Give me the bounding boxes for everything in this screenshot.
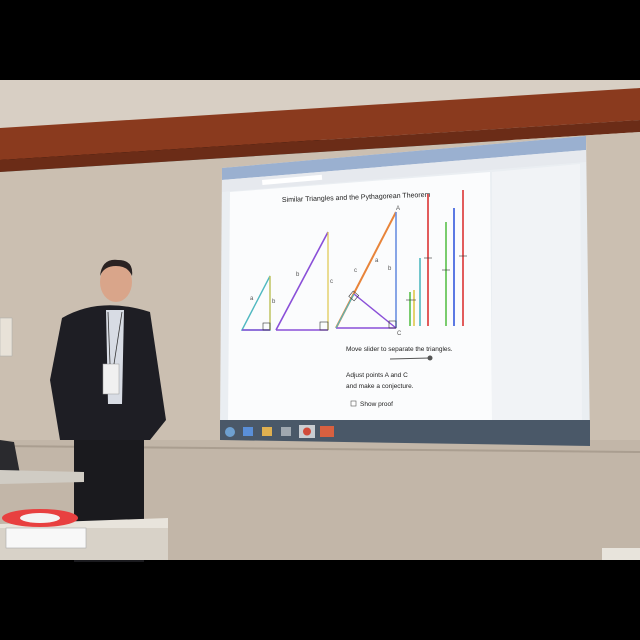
ceiling-beam <box>0 88 640 160</box>
side-label-a: a <box>250 296 254 302</box>
folder-icon <box>262 427 272 436</box>
side-label-c-medium: c <box>330 279 333 285</box>
instruction-adjust-line1: Adjust points A and C <box>346 372 408 379</box>
triangle-medium <box>275 231 329 331</box>
slider-thumb[interactable] <box>427 355 433 361</box>
chrome-icon <box>303 427 311 436</box>
slider[interactable] <box>389 355 433 361</box>
side-label-b: b <box>296 272 300 278</box>
table <box>0 509 168 560</box>
url-field <box>262 174 323 185</box>
applet-canvas <box>228 172 492 422</box>
side-label-b-small: b <box>272 299 276 305</box>
browser-tab-bar <box>222 136 586 180</box>
side-label-a-large: a <box>375 258 379 264</box>
name-badge <box>102 363 120 395</box>
app-icon <box>320 426 334 437</box>
side-label-c: c <box>354 268 357 274</box>
browser-address-bar <box>222 150 586 192</box>
point-label-c: C <box>397 331 402 337</box>
laptop <box>0 440 84 484</box>
show-proof-label: Show proof <box>360 401 393 408</box>
measurement-bars <box>406 190 467 326</box>
wall-sign <box>0 317 13 357</box>
start-icon <box>225 427 235 437</box>
show-proof-checkbox[interactable] <box>350 400 357 407</box>
notebook <box>5 527 87 549</box>
triangle-small <box>240 275 271 331</box>
triangle-large <box>335 211 397 329</box>
side-label-b-large: b <box>388 266 392 272</box>
table-right <box>602 548 640 560</box>
point-label-a: A <box>396 206 400 212</box>
ie-icon <box>243 427 253 436</box>
projection-screen: Similar Triangles and the Pythagorean Th… <box>220 136 590 446</box>
instruction-adjust-line2: and make a conjecture. <box>346 383 414 390</box>
media-icon <box>281 427 291 436</box>
ceiling <box>0 80 640 172</box>
instruction-slider: Move slider to separate the triangles. <box>346 346 453 353</box>
